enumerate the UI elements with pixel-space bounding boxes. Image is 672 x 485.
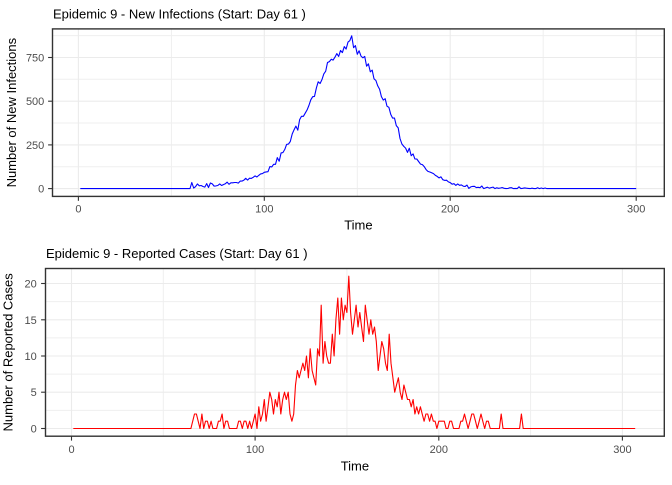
svg-text:750: 750 xyxy=(26,53,44,65)
svg-text:Epidemic 9 - Reported Cases (S: Epidemic 9 - Reported Cases (Start: Day … xyxy=(46,246,308,261)
svg-text:Time: Time xyxy=(344,218,372,233)
svg-text:300: 300 xyxy=(627,204,645,216)
svg-text:200: 200 xyxy=(441,204,459,216)
svg-text:20: 20 xyxy=(25,279,37,291)
svg-text:Epidemic 9 - New Infections (S: Epidemic 9 - New Infections (Start: Day … xyxy=(53,6,306,21)
svg-text:10: 10 xyxy=(25,351,37,363)
svg-text:250: 250 xyxy=(26,140,44,152)
svg-text:5: 5 xyxy=(31,387,37,399)
svg-text:0: 0 xyxy=(68,444,74,456)
svg-text:500: 500 xyxy=(26,96,44,108)
svg-text:100: 100 xyxy=(246,444,264,456)
svg-text:300: 300 xyxy=(613,444,631,456)
svg-text:Number of Reported Cases: Number of Reported Cases xyxy=(1,273,16,432)
svg-text:100: 100 xyxy=(255,204,273,216)
svg-text:0: 0 xyxy=(38,184,44,196)
svg-text:15: 15 xyxy=(25,315,37,327)
svg-text:Number of New Infections: Number of New Infections xyxy=(4,37,19,187)
svg-text:0: 0 xyxy=(31,424,37,436)
svg-text:0: 0 xyxy=(75,204,81,216)
svg-text:Time: Time xyxy=(341,459,369,474)
svg-text:200: 200 xyxy=(430,444,448,456)
